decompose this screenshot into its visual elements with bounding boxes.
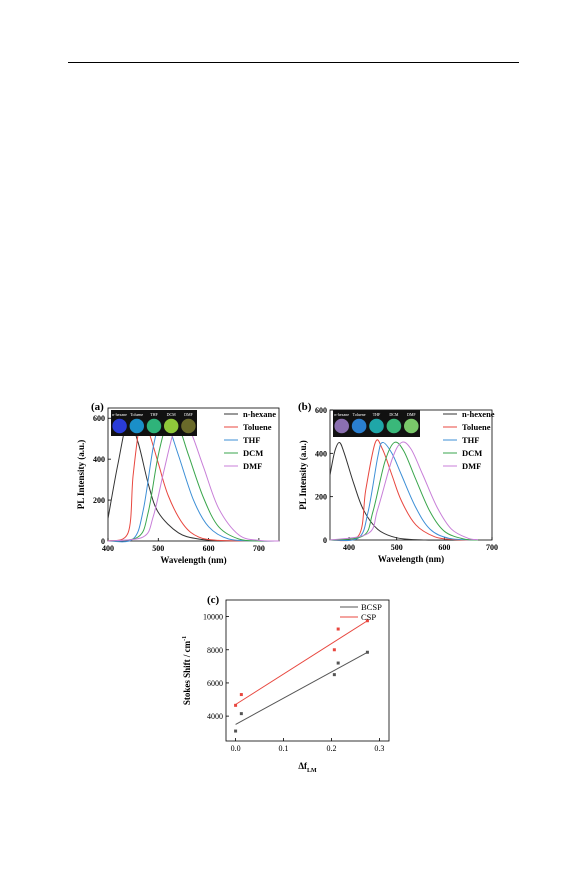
y-axis-label: PL Intensity (a.u.) (76, 440, 86, 510)
legend-label: n-hexene (462, 409, 495, 419)
x-tick-label: 700 (253, 544, 265, 553)
fit-line-csp (235, 620, 368, 705)
y-tick-label: 6000 (207, 679, 223, 688)
inset-vial-label: DCM (167, 412, 177, 417)
x-tick-label: 600 (438, 543, 450, 552)
inset-vial (146, 418, 162, 434)
legend-label: THF (243, 435, 260, 445)
inset-vial-label: DMF (184, 412, 193, 417)
panel-a-group: (a) 400 500 600 700 0 200 400 600 Wavelength (nm)… (76, 401, 280, 565)
x-axis-label: Wavelength (nm) (160, 555, 226, 565)
data-point-csp (239, 693, 243, 697)
y-tick-label: 200 (93, 496, 105, 505)
y-axis-label: Stokes Shift / cm-1 (182, 636, 192, 705)
data-point-csp (332, 648, 336, 652)
x-tick-label: 400 (343, 543, 355, 552)
y-tick-label: 400 (93, 455, 105, 464)
y-tick-label: 600 (93, 414, 105, 423)
header-rule (68, 62, 519, 63)
inset-vial-label: n-hexane (112, 412, 127, 417)
legend-label: THF (462, 435, 479, 445)
inset-vial (112, 418, 127, 434)
inset-vial-label: THF (373, 412, 381, 417)
data-point-bcsp (336, 661, 340, 665)
series-line-thf (329, 441, 478, 542)
inset-vial (181, 418, 196, 434)
y-tick-label: 4000 (207, 712, 223, 721)
panel-label: (a) (91, 401, 104, 413)
x-tick-label: 0.3 (374, 744, 384, 753)
x-tick-label: 0.1 (279, 744, 289, 753)
series-line-dmf (329, 441, 478, 541)
panel-label: (b) (298, 401, 312, 413)
x-tick-label: 400 (102, 544, 114, 553)
data-point-bcsp (332, 673, 336, 677)
legend-label: n-hexane (243, 409, 276, 419)
data-point-bcsp (239, 712, 243, 716)
inset-vial-label: DMF (407, 412, 416, 417)
inset-vial (403, 418, 419, 434)
legend-label: DCM (462, 448, 482, 458)
series-line-n-hexene (329, 441, 478, 541)
x-tick-label: 500 (391, 543, 403, 552)
inset-vial (163, 418, 179, 434)
y-axis-label: PL Intensity (a.u.) (298, 440, 308, 510)
x-axis-label: ΔfLM (298, 761, 317, 774)
legend-label: DMF (243, 461, 262, 471)
series-line-dcm (107, 417, 280, 542)
series-line-toluene (107, 417, 280, 542)
legend-label: DMF (462, 461, 481, 471)
inset-vial (129, 418, 145, 434)
series-line-dcm (329, 441, 478, 541)
inset-vial (334, 418, 350, 434)
x-tick-label: 0.2 (326, 744, 336, 753)
y-tick-label: 8000 (207, 646, 223, 655)
inset-vial-label: Toluene (353, 412, 366, 417)
x-tick-label: 0.0 (231, 744, 241, 753)
data-point-csp (365, 619, 369, 623)
data-point-csp (234, 703, 238, 707)
legend-label: CSP (361, 612, 376, 622)
x-tick-label: 600 (203, 544, 215, 553)
series-line-toluene (329, 439, 478, 542)
panel-c-group: (c) 0.0 0.1 0.2 0.3 4000 6000 8000 10000 ΔfLM Stok… (182, 594, 390, 774)
data-point-bcsp (365, 650, 369, 654)
fit-line-bcsp (235, 651, 368, 725)
x-axis-label: Wavelength (nm) (378, 554, 444, 564)
plot-frame (225, 599, 390, 742)
x-tick-label: 700 (486, 543, 498, 552)
data-point-csp (336, 627, 340, 631)
inset-vial-label: n-hexane (334, 412, 349, 417)
inset-vial (369, 418, 384, 434)
inset-vial (351, 418, 367, 434)
legend-label: BCSP (361, 602, 382, 612)
plot-frame (107, 407, 280, 542)
y-tick-label: 10000 (203, 613, 223, 622)
x-tick-label: 500 (152, 544, 164, 553)
inset-vial-label: THF (150, 412, 158, 417)
y-tick-label: 0 (101, 537, 105, 546)
y-tick-label: 0 (323, 536, 327, 545)
y-tick-label: 600 (315, 406, 327, 415)
inset-vial-label: Toluene (130, 412, 143, 417)
inset-vial-label: DCM (389, 412, 399, 417)
panel-label: (c) (207, 594, 220, 606)
y-tick-label: 400 (315, 449, 327, 458)
inset-vial (386, 418, 402, 434)
y-tick-label: 200 (315, 493, 327, 502)
data-point-bcsp (234, 729, 238, 733)
legend-label: Toluene (462, 422, 491, 432)
legend-label: Toluene (243, 422, 272, 432)
legend-label: DCM (243, 448, 263, 458)
panel-b-group: (b) 400 500 600 700 0 200 400 600 Wavelength (nm)… (298, 401, 498, 564)
